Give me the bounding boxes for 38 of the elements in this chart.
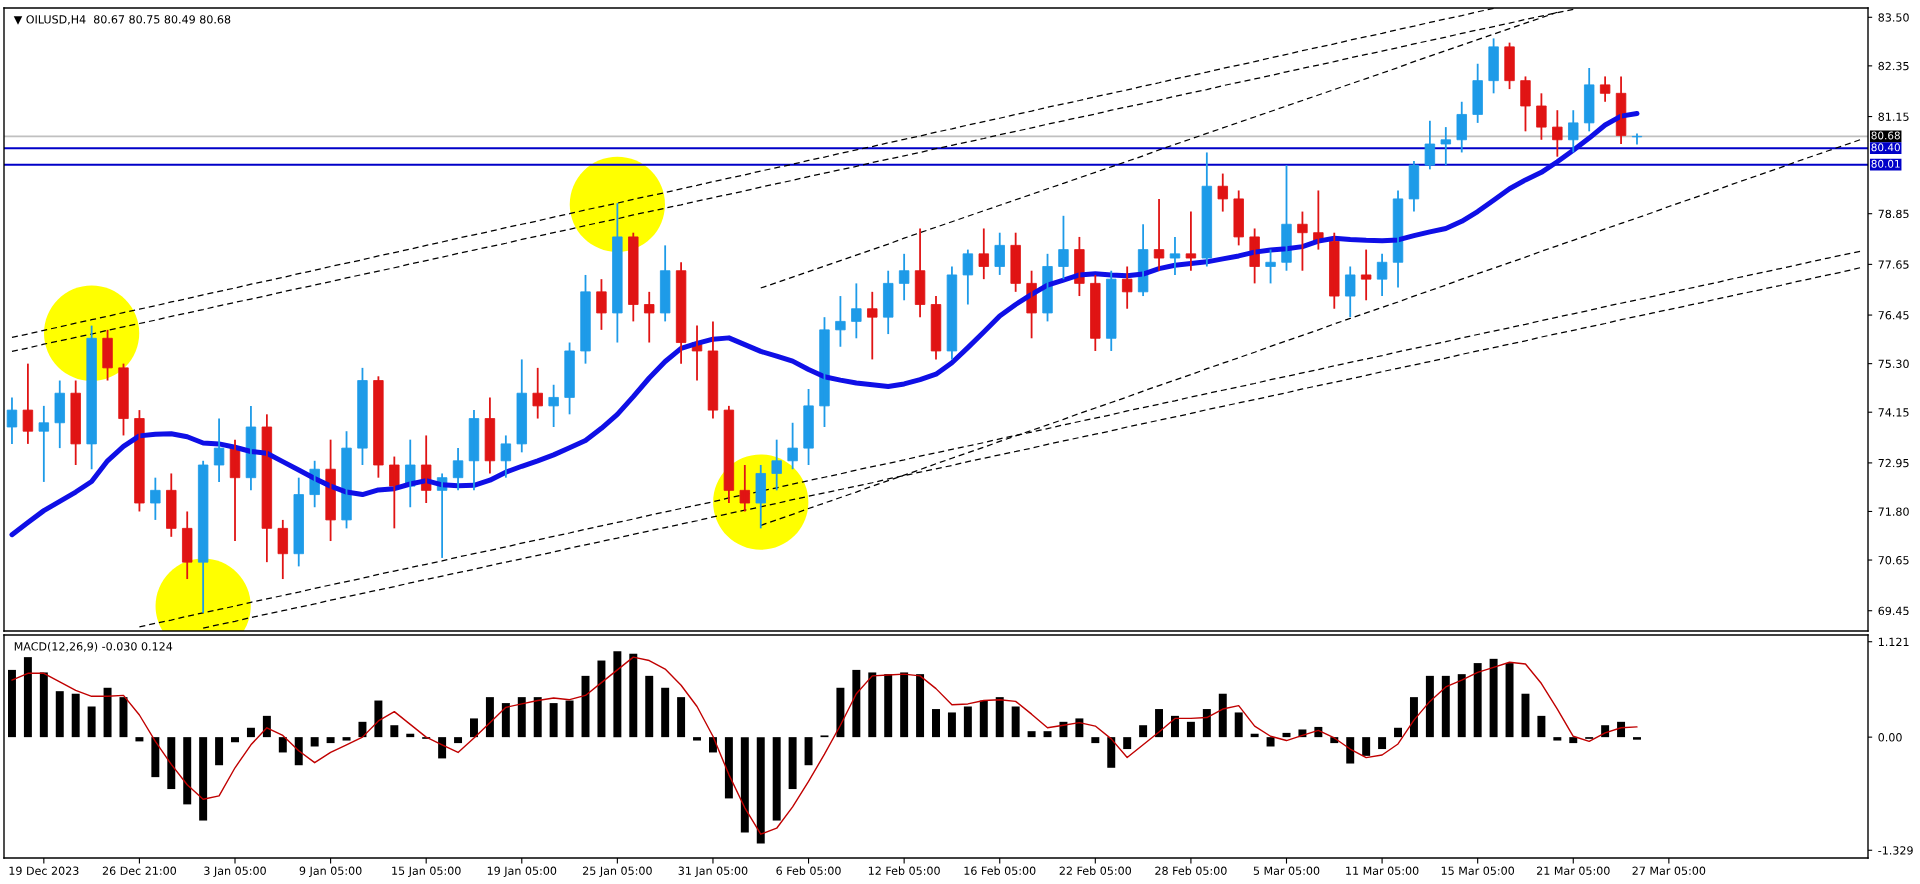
y-tick-label: 78.85 — [1878, 209, 1909, 219]
x-tick-label: 21 Mar 05:00 — [1536, 866, 1610, 875]
y-tick-label: 1.121 — [1878, 637, 1909, 646]
y-tick-label: 71.80 — [1878, 507, 1909, 516]
text: MACD(12,26,9) -0.030 0.124 — [14, 641, 173, 652]
x-tick-label: 5 Mar 05:00 — [1253, 866, 1320, 875]
y-tick-label: 81.15 — [1878, 112, 1909, 121]
y-tick-label: 77.65 — [1878, 260, 1909, 269]
ref-line-label: 80.01 — [1871, 159, 1900, 168]
x-tick-label: 19 Dec 2023 — [9, 866, 79, 875]
x-tick-label: 15 Mar 05:00 — [1441, 866, 1515, 875]
x-tick-label: 12 Feb 05:00 — [868, 866, 940, 875]
x-tick-label: 11 Mar 05:00 — [1346, 866, 1419, 875]
x-tick-label: 15 Jan 05:00 — [392, 866, 461, 877]
y-tick-label: -1.329 — [1878, 846, 1913, 855]
x-tick-label: 9 Jan 05:00 — [299, 866, 362, 877]
text: ▼ OILUSD,H4 80.67 80.75 80.49 80.68 — [13, 15, 231, 25]
y-tick-label: 70.65 — [1878, 556, 1909, 565]
x-tick-label: 25 Jan 05:00 — [583, 866, 652, 877]
ref-line-label: 80.40 — [1871, 143, 1900, 152]
y-tick-label: 74.15 — [1878, 408, 1909, 417]
x-tick-label: 31 Jan 05:00 — [678, 866, 748, 877]
y-tick-label: 72.95 — [1878, 458, 1909, 468]
x-tick-label: 28 Feb 05:00 — [1155, 866, 1227, 875]
x-tick-label: 6 Feb 05:00 — [776, 866, 841, 875]
y-tick-label: 83.50 — [1878, 13, 1909, 22]
x-tick-label: 3 Jan 05:00 — [204, 866, 266, 877]
x-tick-label: 19 Jan 05:00 — [487, 866, 557, 877]
x-tick-label: 16 Feb 05:00 — [964, 866, 1036, 875]
x-tick-label: 22 Feb 05:00 — [1059, 866, 1132, 875]
y-tick-label: 82.35 — [1878, 61, 1909, 71]
y-tick-label: 75.30 — [1878, 359, 1909, 369]
x-tick-label: 26 Dec 21:00 — [102, 866, 177, 875]
y-tick-label: 76.45 — [1878, 311, 1909, 320]
y-tick-label: 69.45 — [1878, 606, 1909, 616]
x-tick-label: 27 Mar 05:00 — [1632, 866, 1706, 875]
y-tick-label: 0.00 — [1878, 733, 1902, 742]
ref-line-label: 80.68 — [1871, 131, 1900, 140]
